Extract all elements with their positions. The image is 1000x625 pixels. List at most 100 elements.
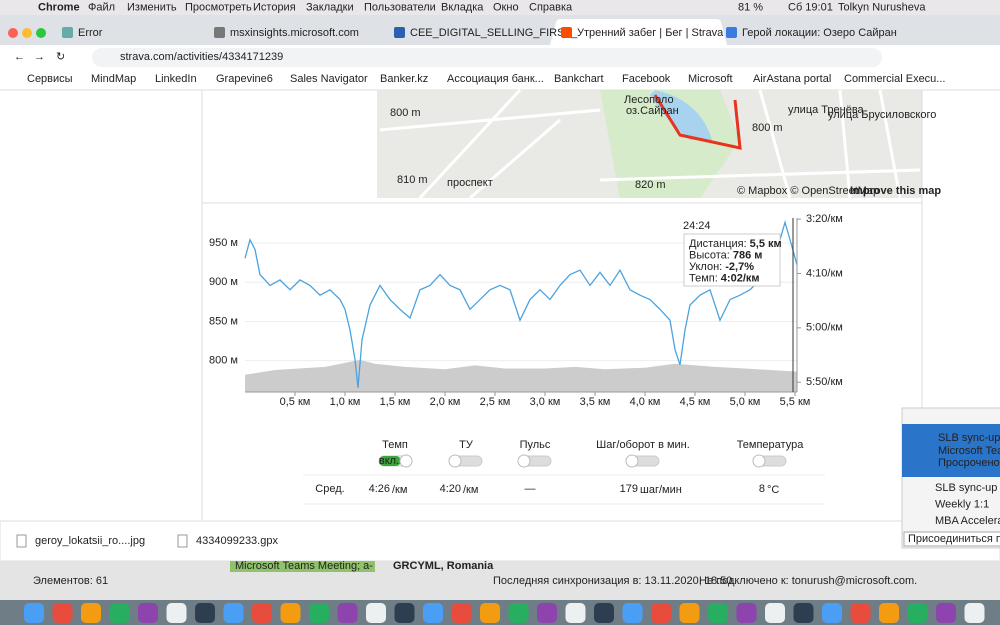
dock-icon[interactable] [765,603,785,623]
meeting-block [230,561,375,572]
x-tick-label: 3,0 км [530,396,561,408]
forward[interactable]: → [34,51,45,63]
menu-item[interactable]: Пользователи [364,1,436,13]
download-name[interactable]: geroy_lokatsii_ro....jpg [35,535,145,547]
tab-icon [561,27,572,38]
bookmark[interactable]: LinkedIn [155,73,197,85]
dock-icon[interactable] [337,603,358,623]
tooltip-value: 786 м [733,249,763,261]
location: GRCYML, Romania [393,560,494,572]
bookmark[interactable]: Сервисы [27,73,73,85]
bookmark[interactable]: Sales Navigator [290,73,368,85]
notif-item[interactable]: Weekly 1:1 [935,498,989,510]
x-tick-label: 4,0 км [630,396,661,408]
bookmark[interactable]: MindMap [91,73,136,85]
bookmark[interactable]: Ассоциация банк... [447,73,544,85]
dock-icon[interactable] [423,603,443,623]
dock-icon[interactable] [565,603,586,623]
dock-icon[interactable] [651,603,671,623]
dock-icon[interactable] [138,603,158,623]
toggle-label: Температура [737,439,805,451]
tooltip [683,233,781,287]
tooltip-label: Дистанция: [689,238,747,250]
notification-header[interactable] [902,424,1000,477]
dock-icon[interactable] [81,603,101,623]
tab-title[interactable]: msxinsights.microsoft.com [230,27,359,39]
menu-item[interactable]: Файл [88,1,115,13]
dock-icon[interactable] [736,603,757,623]
dock-icon[interactable] [936,603,956,623]
download-name[interactable]: 4334099233.gpx [196,535,278,547]
omnibox[interactable] [92,48,882,67]
y-tick-label: 900 м [209,276,238,288]
dock-icon[interactable] [594,603,614,623]
close[interactable] [8,28,18,38]
dock-icon[interactable] [24,603,44,623]
active-tab[interactable] [550,19,727,45]
dock-icon[interactable] [394,603,415,623]
dock-icon[interactable] [195,603,215,623]
menu-item[interactable]: Просмотреть [185,1,252,13]
menu-item[interactable]: История [253,1,296,13]
dock-icon[interactable] [480,603,500,623]
menu-item[interactable]: Закладки [306,1,354,13]
tab-title[interactable]: Error [78,27,103,39]
notif-app: Microsoft Teams [938,445,1000,457]
map-label: проспект [447,177,493,189]
tooltip-label: Уклон: [689,261,722,273]
bookmark[interactable]: Facebook [622,73,671,85]
back[interactable]: ← [14,51,25,63]
menu-item[interactable]: Окно [493,1,519,13]
dock-icon[interactable] [622,603,643,623]
dock-icon[interactable] [309,603,329,623]
bookmark[interactable]: Commercial Execu... [844,73,945,85]
bookmark[interactable]: Grapevine6 [216,73,273,85]
dock-icon[interactable] [252,603,272,623]
map-label: оз.Сайран [626,105,679,117]
dock-icon[interactable] [850,603,871,623]
dock-icon[interactable] [223,603,244,623]
notif-item[interactable]: MBA Accelera [935,515,1000,527]
x-tick-label: 0,5 км [280,396,311,408]
dock-icon[interactable] [964,603,985,623]
dock-icon[interactable] [879,603,899,623]
bookmark[interactable]: AirAstana portal [753,73,831,85]
dock-icon[interactable] [109,603,130,623]
notif-item[interactable]: SLB sync-up [935,482,997,494]
dock-icon[interactable] [52,603,73,623]
dock-icon[interactable] [679,603,700,623]
minimize[interactable] [22,28,32,38]
dock-icon[interactable] [280,603,301,623]
dock-icon[interactable] [451,603,472,623]
item-count: Элементов: 61 [33,575,108,587]
tab-title[interactable]: CEE_DIGITAL_SELLING_FIRST_ [410,27,578,39]
reload[interactable]: ↻ [56,51,65,63]
bookmark[interactable]: Bankchart [554,73,604,85]
zoom[interactable] [36,28,46,38]
notif-status: Просрочено (в [938,457,1000,469]
tooltip-value: 5,5 км [750,238,782,250]
menu-item[interactable]: Вкладка [441,1,484,13]
user: Tolkyn Nurusheva [838,1,926,13]
bookmark[interactable]: Microsoft [688,73,733,85]
dock-icon[interactable] [366,603,386,623]
y-tick-label: 850 м [209,315,238,327]
dock-icon[interactable] [907,603,928,623]
y2-tick-label: 5:50/км [806,376,843,388]
map-improve[interactable]: Improve this map [850,185,941,197]
dock-icon[interactable] [822,603,842,623]
menu-item[interactable]: Справка [529,1,573,13]
tab-title[interactable]: Утренний забег | Бег | Strava [577,27,724,39]
bookmark[interactable]: Banker.kz [380,73,428,85]
dock-icon[interactable] [708,603,728,623]
tab-title[interactable]: Герой локации: Озеро Сайран [742,27,897,39]
dock-icon[interactable] [508,603,529,623]
dock-icon[interactable] [537,603,557,623]
dock-icon[interactable] [166,603,187,623]
join-button[interactable] [903,531,1000,547]
file-icon [177,534,188,548]
menu-item[interactable]: Изменить [127,1,177,13]
dock-icon[interactable] [793,603,814,623]
knob [399,454,413,468]
notif-button[interactable]: Присоединиться по с [908,533,1000,545]
